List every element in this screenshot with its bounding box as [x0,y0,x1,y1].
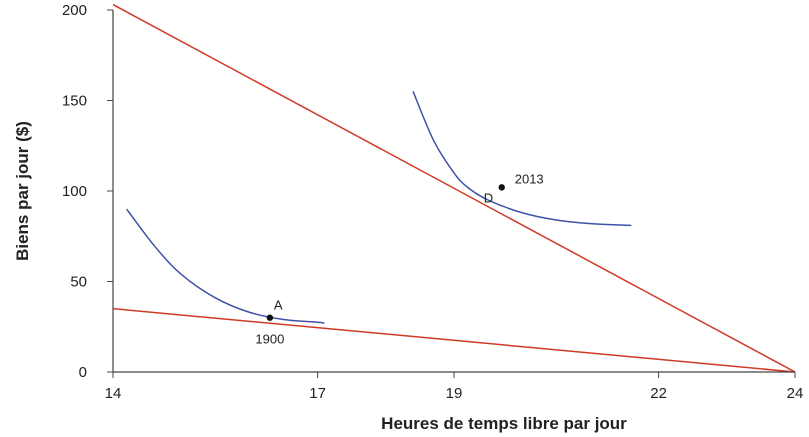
y-tick-label: 150 [62,93,87,110]
x-tick-label: 22 [650,385,667,402]
y-tick-label: 0 [79,364,87,381]
budget-lines [112,3,796,373]
point-A [266,314,274,321]
budget-line-2 [112,3,796,373]
ticks: 14 17 19 22 24 0 50 100 150 200 [62,2,803,402]
indifference-curve-1 [126,208,325,324]
y-tick-label: 200 [62,2,87,19]
y-tick-label: 100 [62,183,87,200]
x-tick-label: 14 [105,385,122,402]
x-axis-title: Heures de temps libre par jour [381,414,627,433]
indifference-curve-2 [412,91,632,227]
indifference-curves [126,91,632,324]
point-label: A [274,298,283,313]
y-tick-label: 50 [70,274,87,291]
x-tick-label: 19 [446,385,463,402]
x-tick-label: 24 [787,385,804,402]
point-year-label: 2013 [515,171,544,186]
points: A 1900 D 2013 [255,171,543,346]
point-D [498,184,505,191]
point-label: D [484,190,493,205]
y-axis-title: Biens par jour ($) [13,121,32,261]
x-tick-label: 17 [309,385,326,402]
point-year-label: 1900 [255,332,284,347]
budget-line-1 [112,307,796,373]
